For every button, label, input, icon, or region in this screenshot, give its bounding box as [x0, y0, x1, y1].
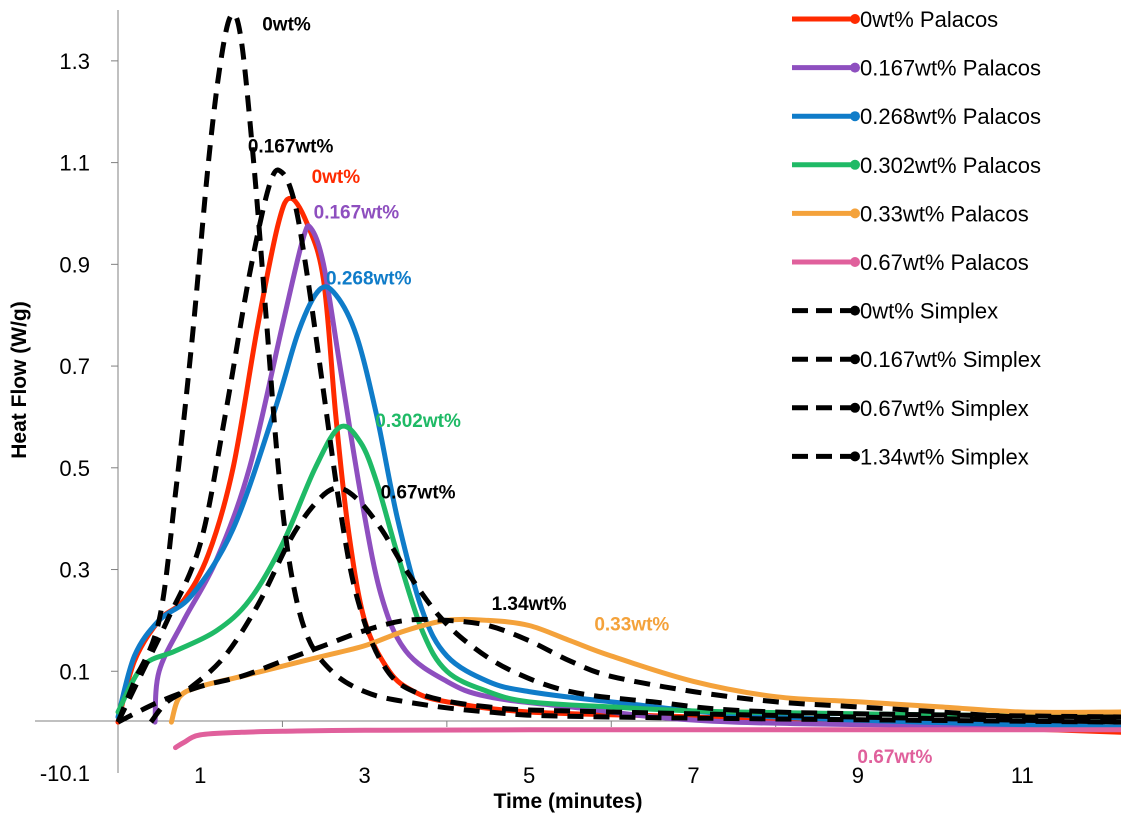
- x-tick-label: 3: [359, 763, 371, 788]
- legend-marker: [850, 159, 860, 170]
- annotation-label: 0.268wt%: [326, 269, 412, 290]
- series-layer: [115, 11, 1121, 751]
- annotation-label: 0.302wt%: [375, 411, 461, 432]
- y-tick-label: 0.5: [59, 456, 90, 481]
- x-axis-title: Time (minutes): [494, 790, 643, 813]
- x-tick-label: 9: [852, 763, 864, 788]
- y-tick-label: 0.9: [59, 252, 90, 277]
- legend-marker: [850, 208, 860, 219]
- legend-marker: [850, 257, 860, 267]
- legend-label: 0wt% Simplex: [860, 299, 998, 324]
- x-tick-label: 5: [523, 763, 535, 788]
- series-line-8: [115, 167, 1121, 725]
- legend-marker: [850, 451, 860, 462]
- legend-marker: [850, 62, 860, 73]
- legend-label: 0.67wt% Simplex: [860, 396, 1029, 421]
- series-line-3: [115, 284, 1121, 730]
- series-line-7: [115, 11, 1121, 725]
- annotation-label: 0wt%: [262, 14, 311, 35]
- y-tick-label: 1.1: [59, 151, 90, 176]
- legend-label: 0.268wt% Palacos: [860, 104, 1041, 129]
- legend-label: 0.302wt% Palacos: [860, 153, 1041, 178]
- annotation-label: 0.67wt%: [381, 482, 456, 503]
- series-line-4: [115, 423, 1121, 720]
- annotation-label: 0wt%: [312, 167, 361, 188]
- y-tick-label: 0.3: [59, 558, 90, 583]
- y-bottom-label: -10.1: [40, 761, 90, 786]
- legend-marker: [850, 402, 860, 413]
- annotation-label: 0.67wt%: [857, 747, 932, 768]
- legend-label: 0.167wt% Palacos: [860, 56, 1041, 81]
- annotation-label: 0.167wt%: [248, 136, 334, 157]
- y-tick-label: 0.1: [59, 659, 90, 684]
- legend-label: 0wt% Palacos: [860, 7, 998, 32]
- annotation-label: 0.167wt%: [314, 203, 400, 224]
- legend-marker: [850, 111, 860, 122]
- y-tick-label: 0.7: [59, 354, 90, 379]
- axes: 0.1 0.3 0.5 0.7 0.9 1.1 1.3 -10.1 1 3 5 7 9 11: [35, 10, 1121, 788]
- legend-label: 0.167wt% Simplex: [860, 347, 1041, 372]
- annotation-label: 0.33wt%: [594, 615, 669, 636]
- y-tick-label: 1.3: [59, 49, 90, 74]
- series-line-6: [173, 727, 1121, 751]
- legend: 0wt% Palacos 0.167wt% Palacos 0.268wt% Pal…: [792, 7, 1041, 469]
- legend-marker: [850, 305, 860, 316]
- x-tick-label: 11: [1011, 763, 1034, 788]
- legend-label: 1.34wt% Simplex: [860, 444, 1029, 469]
- x-tick-label: 7: [687, 763, 699, 788]
- legend-marker: [850, 14, 860, 24]
- legend-marker: [850, 354, 860, 365]
- y-axis-title: Heat Flow (W/g): [8, 301, 31, 458]
- x-tick-label: 1: [194, 763, 206, 788]
- series-line-9: [148, 485, 1121, 724]
- legend-label: 0.33wt% Palacos: [860, 201, 1029, 226]
- legend-label: 0.67wt% Palacos: [860, 250, 1029, 275]
- series-line-10: [116, 616, 1121, 725]
- series-line-2: [152, 223, 1121, 730]
- annotation-layer: 0wt% 0.167wt% 0wt% 0.167wt% 0.268wt% 0.302wt%…: [248, 14, 933, 767]
- annotation-label: 1.34wt%: [492, 594, 567, 615]
